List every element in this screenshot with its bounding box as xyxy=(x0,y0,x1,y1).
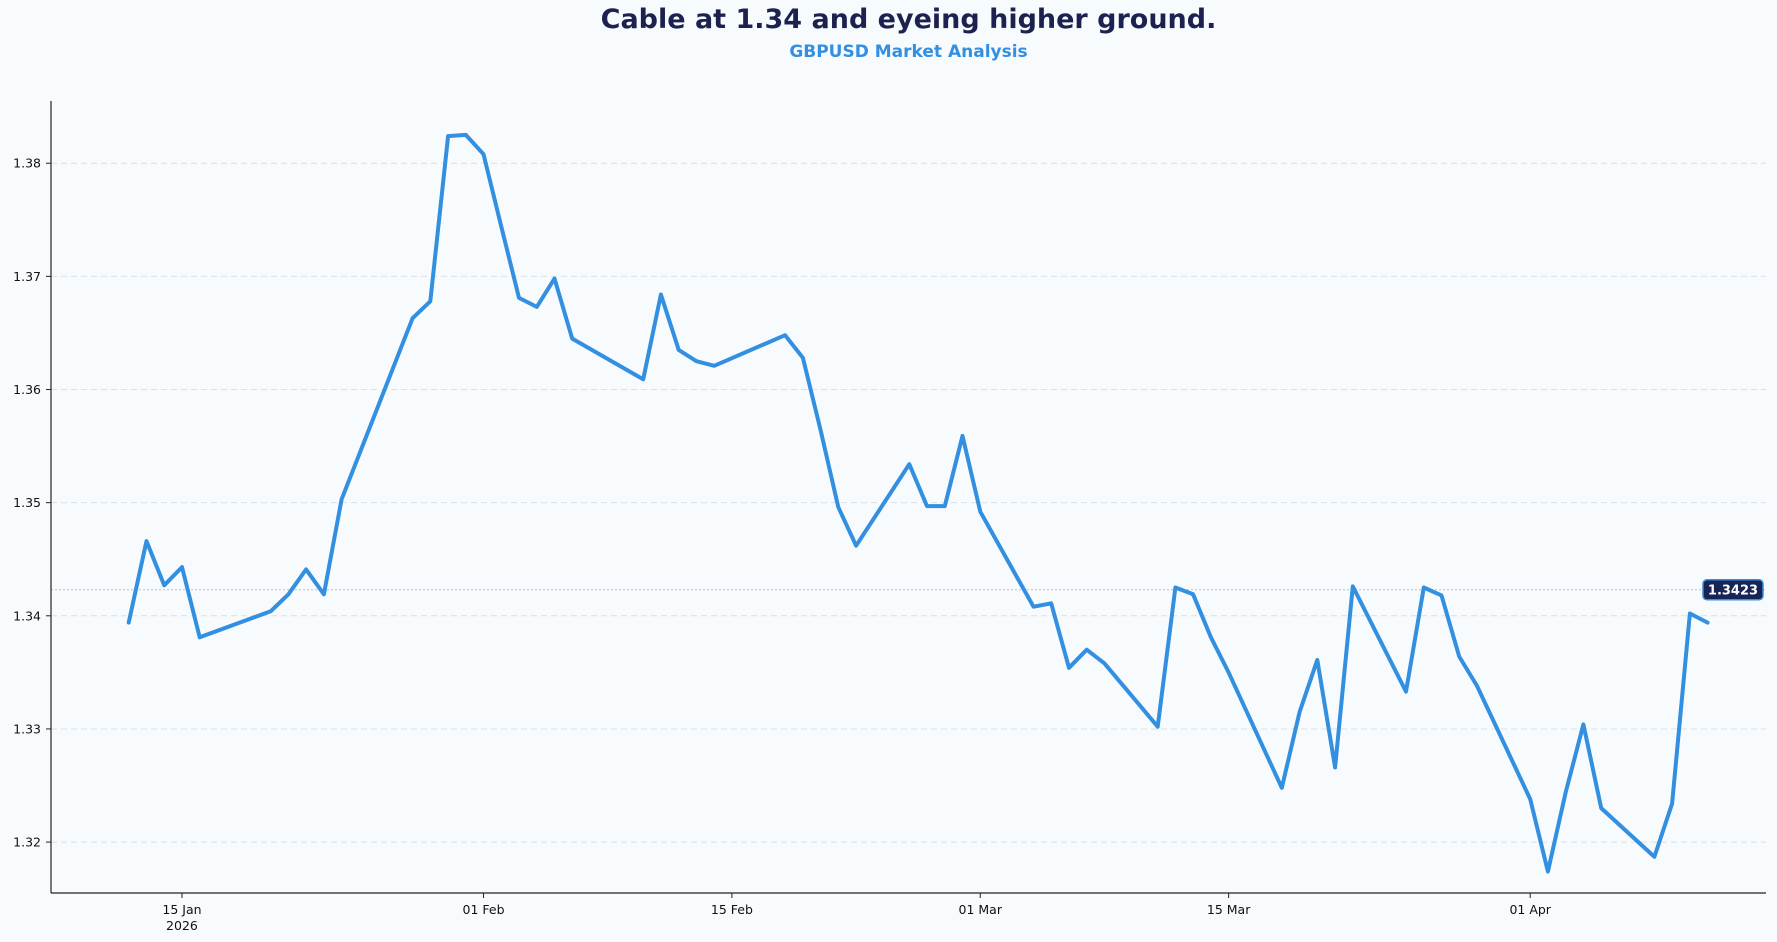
x-tick-label: 01 Mar xyxy=(959,902,1003,917)
x-tick-label: 15 Feb xyxy=(711,902,753,917)
x-tick-label: 01 Apr xyxy=(1509,902,1551,917)
x-tick-label: 15 Mar xyxy=(1207,902,1251,917)
series-gbpusd xyxy=(126,132,1710,874)
chart-subtitle: GBPUSD Market Analysis xyxy=(789,42,1028,62)
y-tick-label: 1.34 xyxy=(13,608,41,623)
last-value-badge-bg xyxy=(1702,579,1764,601)
gridlines xyxy=(51,162,1766,843)
y-tick-label: 1.37 xyxy=(13,269,41,284)
last-value-label: 1.3423 xyxy=(1708,584,1758,599)
series-line-gbpusd xyxy=(126,132,1710,874)
y-tick-label: 1.36 xyxy=(13,382,41,397)
y-axis-ticks: 1.32 1.33 1.34 1.35 1.36 1.37 1.38 xyxy=(13,156,51,850)
y-tick-label: 1.38 xyxy=(13,156,41,171)
y-tick-label: 1.35 xyxy=(13,495,41,510)
x-tick-label: 15 Jan xyxy=(162,902,201,917)
chart-title: Cable at 1.34 and eyeing higher ground. xyxy=(600,4,1217,35)
x-tick-label: 01 Feb xyxy=(463,902,505,917)
y-tick-label: 1.33 xyxy=(13,721,41,736)
y-tick-label: 1.32 xyxy=(13,835,41,850)
last-value-badge: 1.3423 xyxy=(1702,579,1764,601)
axes xyxy=(50,101,1766,894)
x-tick-sublabel: 2026 xyxy=(166,918,198,933)
